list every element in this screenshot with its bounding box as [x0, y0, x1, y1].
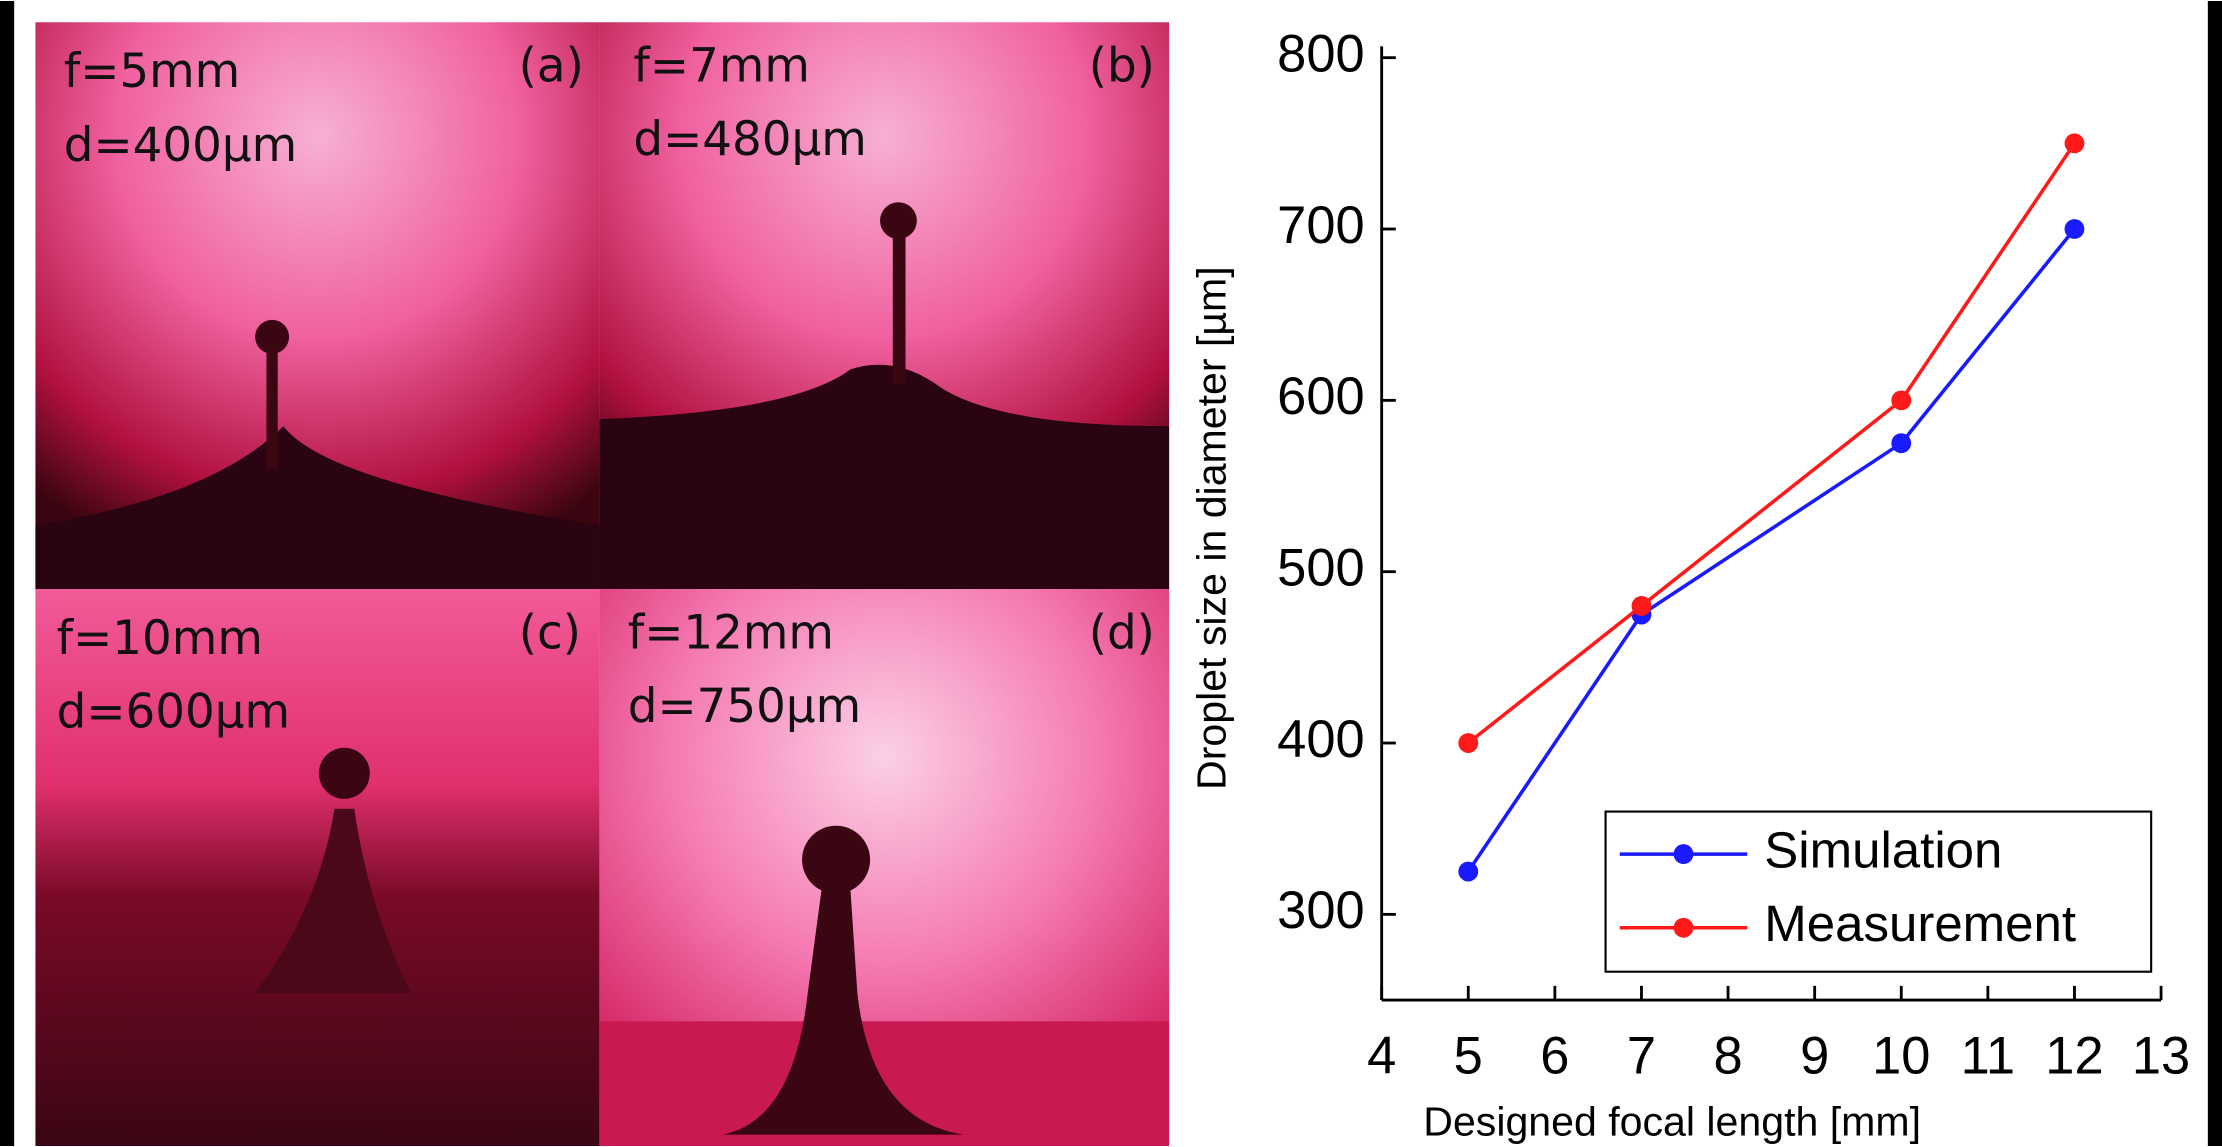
y-tick-label: 300	[1277, 882, 1364, 940]
x-tick-label: 12	[2045, 1027, 2103, 1085]
panel-focal: f=10mm	[57, 612, 263, 666]
legend-label: Simulation	[1764, 822, 2002, 879]
data-point	[1891, 390, 1912, 411]
panel-tag: (a)	[519, 40, 584, 94]
x-tick-label: 9	[1800, 1027, 1829, 1085]
x-tick-label: 13	[2132, 1027, 2190, 1085]
legend-box	[1604, 810, 2153, 973]
frame	[0, 0, 15, 1147]
y-tick-label: 400	[1277, 711, 1364, 769]
data-point	[1631, 596, 1652, 616]
data-point	[1891, 433, 1912, 454]
data-point	[1458, 733, 1479, 753]
x-tick-label: 11	[1961, 1027, 2015, 1085]
x-tick-label: 4	[1367, 1027, 1396, 1085]
y-tick-label: 800	[1277, 26, 1364, 84]
panel-diameter: d=600µm	[57, 686, 290, 740]
panel-diameter: d=400µm	[64, 119, 297, 173]
panel-tag: (b)	[1089, 40, 1155, 94]
y-tick-label: 700	[1277, 197, 1364, 255]
frame	[2207, 0, 2222, 1147]
data-point	[2064, 133, 2085, 154]
panel-focal: f=12mm	[628, 606, 834, 660]
y-axis-label: Droplet size in diameter [µm]	[1188, 266, 1234, 790]
y-tick-label: 600	[1277, 368, 1364, 426]
x-tick-label: 10	[1872, 1027, 1930, 1085]
x-axis-label: Designed focal length [mm]	[1423, 1099, 1921, 1145]
data-point	[1458, 861, 1479, 882]
x-tick-label: 7	[1627, 1027, 1656, 1085]
x-tick-label: 8	[1713, 1027, 1742, 1085]
legend-label: Measurement	[1764, 895, 2076, 952]
legend-marker	[1673, 844, 1694, 865]
photo-c	[35, 589, 600, 1147]
photo-a	[35, 22, 600, 590]
legend-marker	[1673, 917, 1694, 938]
panel-focal: f=5mm	[64, 45, 240, 99]
photo-b	[599, 22, 1170, 590]
panel-diameter: d=750µm	[628, 680, 861, 734]
series-line	[1467, 142, 2076, 745]
panel-tag: (c)	[519, 606, 581, 660]
series-line	[1466, 227, 2076, 873]
x-tick-label: 5	[1454, 1027, 1483, 1085]
x-tick-label: 6	[1540, 1027, 1569, 1085]
panel-tag: (d)	[1089, 606, 1155, 660]
panel-diameter: d=480µm	[633, 113, 866, 167]
y-tick-label: 500	[1277, 540, 1364, 598]
data-point	[2064, 219, 2085, 239]
panel-focal: f=7mm	[633, 40, 809, 94]
photo-d	[599, 589, 1170, 1147]
